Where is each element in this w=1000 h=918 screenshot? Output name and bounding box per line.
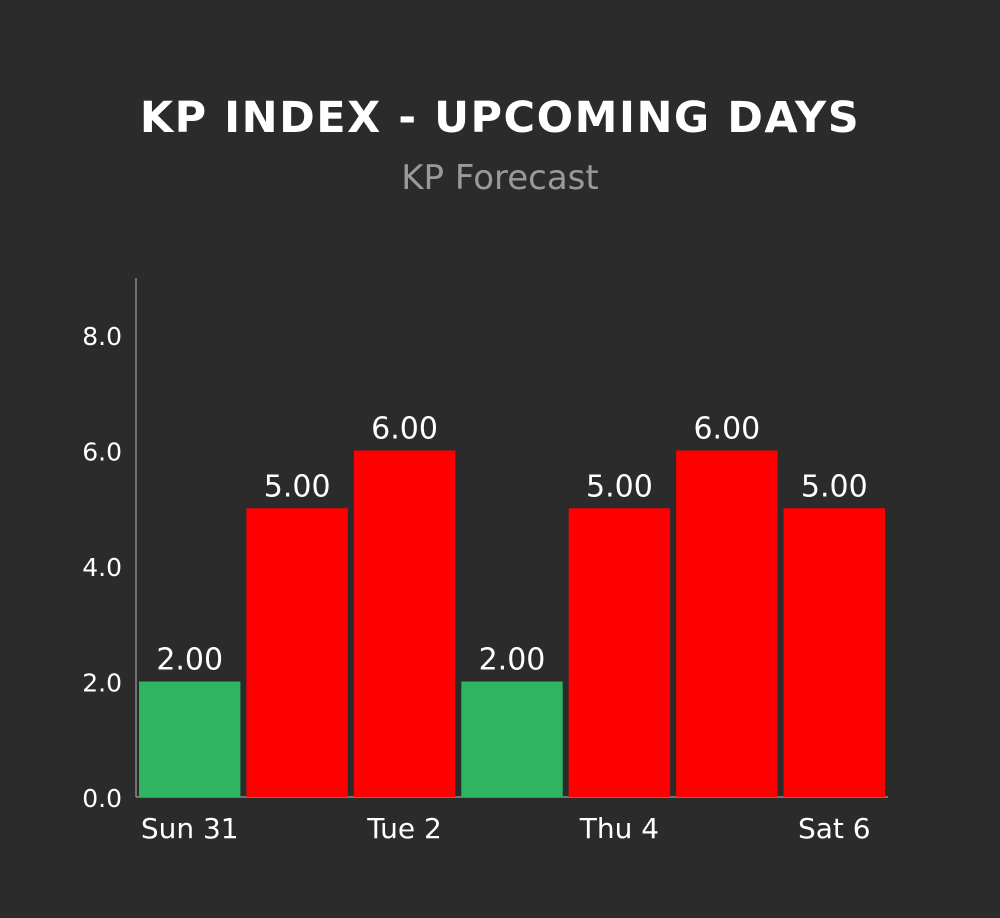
bar	[568, 508, 671, 797]
bar-value-label: 5.00	[586, 469, 653, 504]
x-tick-label: Sun 31	[141, 812, 239, 845]
bar-value-label: 5.00	[264, 469, 331, 504]
bar	[139, 681, 241, 797]
x-tick-label: Thu 4	[579, 812, 659, 845]
bars	[139, 450, 885, 797]
bar-value-label: 2.00	[156, 643, 223, 678]
chart-subtitle: KP Forecast	[401, 158, 598, 198]
chart-title: KP INDEX - UPCOMING DAYS	[140, 93, 860, 143]
y-tick-label: 8.0	[82, 322, 122, 351]
x-tick-label: Tue 2	[366, 812, 442, 845]
bar-value-label: 5.00	[801, 469, 868, 504]
y-tick-label: 0.0	[82, 784, 122, 813]
y-tick-label: 4.0	[82, 553, 122, 582]
bar	[353, 450, 456, 797]
data-labels: 2.00 5.00 6.00 2.00 5.00 6.00 5.00	[156, 412, 867, 678]
bar-value-label: 6.00	[693, 412, 760, 447]
bar	[461, 681, 563, 797]
y-tick-label: 6.0	[82, 438, 122, 467]
bar	[246, 508, 348, 797]
axes: 0.0 2.0 4.0 6.0 8.0 Sun 31 Tue 2 Thu 4 Sat 6	[82, 278, 888, 845]
bar-value-label: 2.00	[479, 643, 546, 678]
y-tick-label: 2.0	[82, 669, 122, 698]
bar-value-label: 6.00	[371, 412, 438, 447]
bar	[676, 450, 778, 797]
x-tick-label: Sat 6	[798, 812, 871, 845]
bar	[783, 508, 885, 797]
